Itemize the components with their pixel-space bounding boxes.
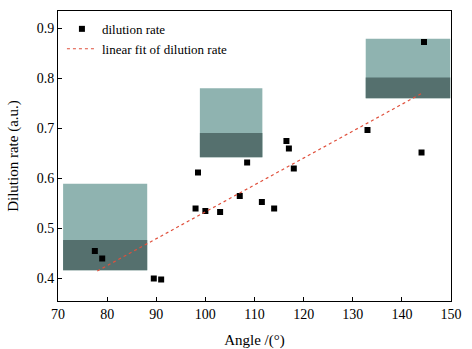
svg-text:0.8: 0.8	[37, 71, 55, 86]
svg-text:0.4: 0.4	[37, 271, 55, 286]
svg-text:110: 110	[244, 307, 264, 322]
svg-text:90: 90	[149, 307, 163, 322]
svg-text:120: 120	[293, 307, 314, 322]
svg-text:Angle /(°): Angle /(°)	[224, 332, 285, 349]
svg-text:0.5: 0.5	[37, 221, 55, 236]
svg-text:140: 140	[391, 307, 412, 322]
svg-text:0.7: 0.7	[37, 121, 55, 136]
svg-text:70: 70	[51, 307, 65, 322]
svg-text:Dilution rate (a.u.): Dilution rate (a.u.)	[5, 100, 22, 212]
svg-text:0.6: 0.6	[37, 171, 55, 186]
svg-text:0.9: 0.9	[37, 21, 55, 36]
svg-text:dilution rate: dilution rate	[102, 22, 165, 37]
svg-text:150: 150	[441, 307, 462, 322]
svg-text:100: 100	[195, 307, 216, 322]
svg-text:80: 80	[100, 307, 114, 322]
svg-text:130: 130	[342, 307, 363, 322]
svg-text:linear fit of dilution rate: linear fit of dilution rate	[102, 42, 227, 57]
